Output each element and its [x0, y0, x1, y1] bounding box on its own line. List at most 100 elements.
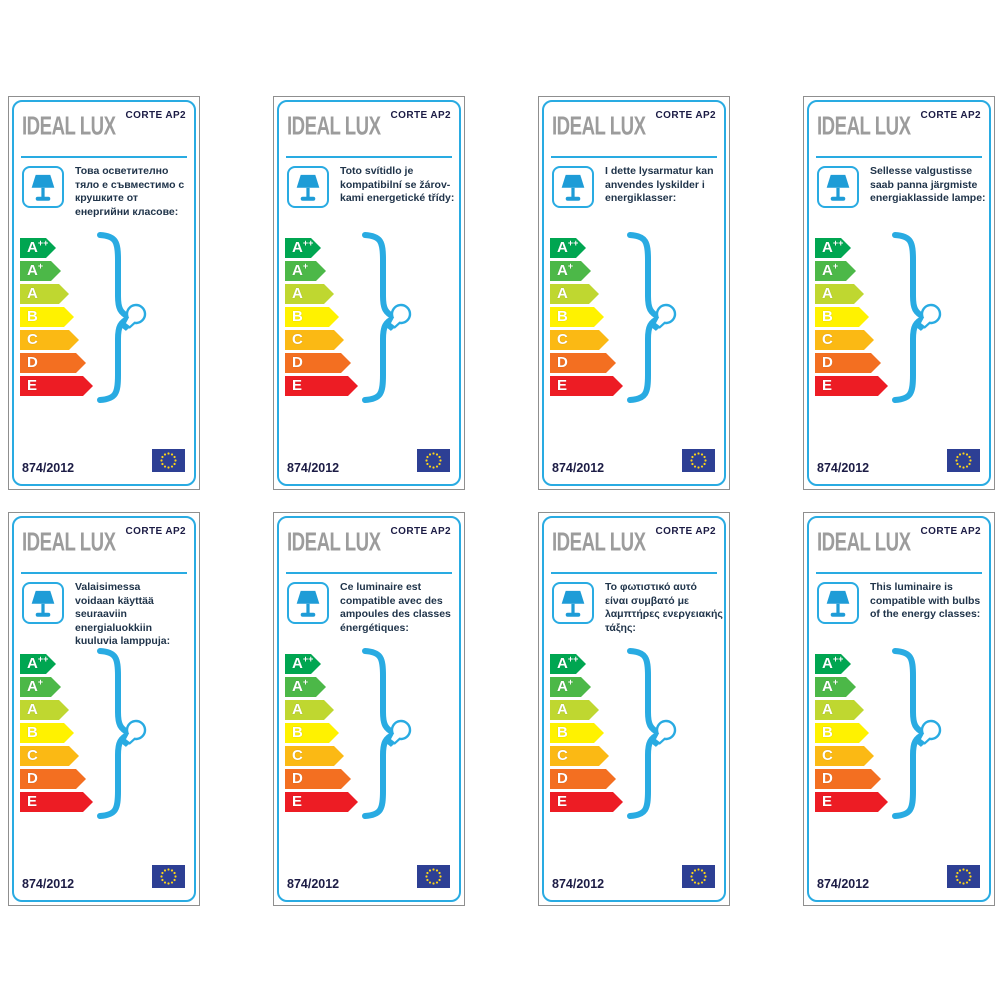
- energy-class-arrow-a: A: [285, 284, 334, 304]
- energy-class-arrow-b: B: [20, 307, 74, 327]
- brand-logo: IDEAL LUX: [287, 529, 381, 558]
- energy-class-arrow-c: C: [550, 330, 609, 350]
- brace-and-bulb-graphic: [362, 232, 412, 403]
- light-bulb-icon: [652, 303, 677, 331]
- energy-label-card: IDEAL LUX CORTE AP2 Ce luminaire est com…: [273, 512, 465, 906]
- energy-class-arrow-a: A: [20, 700, 69, 720]
- label-border: IDEAL LUX CORTE AP2 Toto svítidlo je kom…: [277, 100, 461, 486]
- lamp-pictogram-box: [552, 582, 594, 624]
- energy-class-arrow-a++: A++: [285, 654, 321, 674]
- label-border: IDEAL LUX CORTE AP2 Това осветително тял…: [12, 100, 196, 486]
- regulation-number: 874/2012: [22, 461, 75, 475]
- energy-class-scale: A++ A+ A B C D E: [550, 238, 623, 399]
- energy-class-arrow-e: E: [550, 376, 623, 396]
- eu-flag-icon: [152, 865, 185, 888]
- energy-class-arrow-a++: A++: [815, 238, 851, 258]
- energy-class-arrow-e: E: [20, 376, 93, 396]
- regulation-number: 874/2012: [817, 877, 870, 891]
- model-name: CORTE AP2: [390, 110, 451, 121]
- energy-class-arrow-d: D: [285, 769, 351, 789]
- energy-class-arrow-c: C: [815, 330, 874, 350]
- brace-and-bulb-graphic: [627, 232, 677, 403]
- compatibility-text: Sellesse valgustisse saab panna järgmist…: [870, 165, 986, 204]
- energy-class-arrow-a++: A++: [815, 654, 851, 674]
- energy-class-arrow-c: C: [20, 330, 79, 350]
- energy-class-arrow-a: A: [285, 700, 334, 720]
- energy-label-card: IDEAL LUX CORTE AP2 Το φωτιστικό αυτό εί…: [538, 512, 730, 906]
- energy-class-arrow-d: D: [20, 353, 86, 373]
- energy-class-arrow-c: C: [20, 746, 79, 766]
- model-name: CORTE AP2: [390, 526, 451, 537]
- brace-and-bulb-graphic: [362, 648, 412, 819]
- eu-flag-icon: [417, 449, 450, 472]
- brand-logo: IDEAL LUX: [22, 113, 116, 142]
- light-bulb-icon: [917, 719, 942, 747]
- energy-label-card: IDEAL LUX CORTE AP2 Toto svítidlo je kom…: [273, 96, 465, 490]
- table-lamp-icon: [296, 590, 320, 617]
- energy-class-arrow-e: E: [815, 376, 888, 396]
- brand-logo: IDEAL LUX: [817, 113, 911, 142]
- energy-class-arrow-d: D: [815, 353, 881, 373]
- brand-logo: IDEAL LUX: [552, 113, 646, 142]
- light-bulb-icon: [122, 719, 147, 747]
- energy-class-arrow-d: D: [285, 353, 351, 373]
- energy-class-arrow-b: B: [285, 723, 339, 743]
- label-border: IDEAL LUX CORTE AP2 This luminaire is co…: [807, 516, 991, 902]
- energy-class-arrow-e: E: [20, 792, 93, 812]
- energy-class-arrow-a++: A++: [550, 238, 586, 258]
- lamp-pictogram-box: [817, 582, 859, 624]
- lamp-pictogram-box: [287, 582, 329, 624]
- lamp-pictogram-box: [22, 582, 64, 624]
- brand-logo: IDEAL LUX: [287, 113, 381, 142]
- compatibility-text: Valaisimessa voidaan käyttää seuraaviin …: [75, 581, 171, 647]
- table-lamp-icon: [826, 174, 850, 201]
- header-divider: [551, 156, 717, 158]
- eu-flag-icon: [682, 865, 715, 888]
- energy-class-arrow-e: E: [285, 792, 358, 812]
- table-lamp-icon: [826, 590, 850, 617]
- header-divider: [21, 572, 187, 574]
- energy-class-arrow-a: A: [20, 284, 69, 304]
- energy-class-arrow-a: A: [815, 284, 864, 304]
- compatibility-text: Ce luminaire est compatible avec des amp…: [340, 581, 451, 634]
- header-divider: [551, 572, 717, 574]
- energy-class-arrow-d: D: [550, 769, 616, 789]
- lamp-pictogram-box: [287, 166, 329, 208]
- energy-class-arrow-a: A: [815, 700, 864, 720]
- energy-class-arrow-b: B: [815, 723, 869, 743]
- eu-flag-icon: [947, 865, 980, 888]
- energy-class-arrow-d: D: [20, 769, 86, 789]
- energy-class-arrow-c: C: [285, 746, 344, 766]
- energy-class-arrow-c: C: [815, 746, 874, 766]
- curly-brace-icon: [362, 648, 403, 819]
- energy-label-card: IDEAL LUX CORTE AP2 Sellesse valgustisse…: [803, 96, 995, 490]
- compatibility-text: I dette lysarmatur kan anvendes lyskilde…: [605, 165, 714, 204]
- energy-class-arrow-c: C: [285, 330, 344, 350]
- model-name: CORTE AP2: [655, 110, 716, 121]
- energy-class-arrow-b: B: [285, 307, 339, 327]
- curly-brace-icon: [362, 232, 403, 403]
- energy-class-arrow-a++: A++: [20, 654, 56, 674]
- lamp-pictogram-box: [552, 166, 594, 208]
- light-bulb-icon: [652, 719, 677, 747]
- label-border: IDEAL LUX CORTE AP2 Valaisimessa voidaan…: [12, 516, 196, 902]
- light-bulb-icon: [387, 719, 412, 747]
- brand-logo: IDEAL LUX: [22, 529, 116, 558]
- energy-class-arrow-a+: A+: [550, 677, 591, 697]
- eu-flag-icon: [682, 449, 715, 472]
- eu-flag-icon: [947, 449, 980, 472]
- regulation-number: 874/2012: [287, 461, 340, 475]
- table-lamp-icon: [31, 590, 55, 617]
- compatibility-text: Το φωτιστικό αυτό είναι συμβατό με λαμπτ…: [605, 581, 723, 634]
- table-lamp-icon: [561, 174, 585, 201]
- light-bulb-icon: [387, 303, 412, 331]
- regulation-number: 874/2012: [22, 877, 75, 891]
- regulation-number: 874/2012: [287, 877, 340, 891]
- energy-class-arrow-c: C: [550, 746, 609, 766]
- header-divider: [21, 156, 187, 158]
- energy-class-arrow-a+: A+: [550, 261, 591, 281]
- model-name: CORTE AP2: [655, 526, 716, 537]
- curly-brace-icon: [892, 648, 933, 819]
- energy-class-arrow-a+: A+: [20, 677, 61, 697]
- eu-flag-icon: [152, 449, 185, 472]
